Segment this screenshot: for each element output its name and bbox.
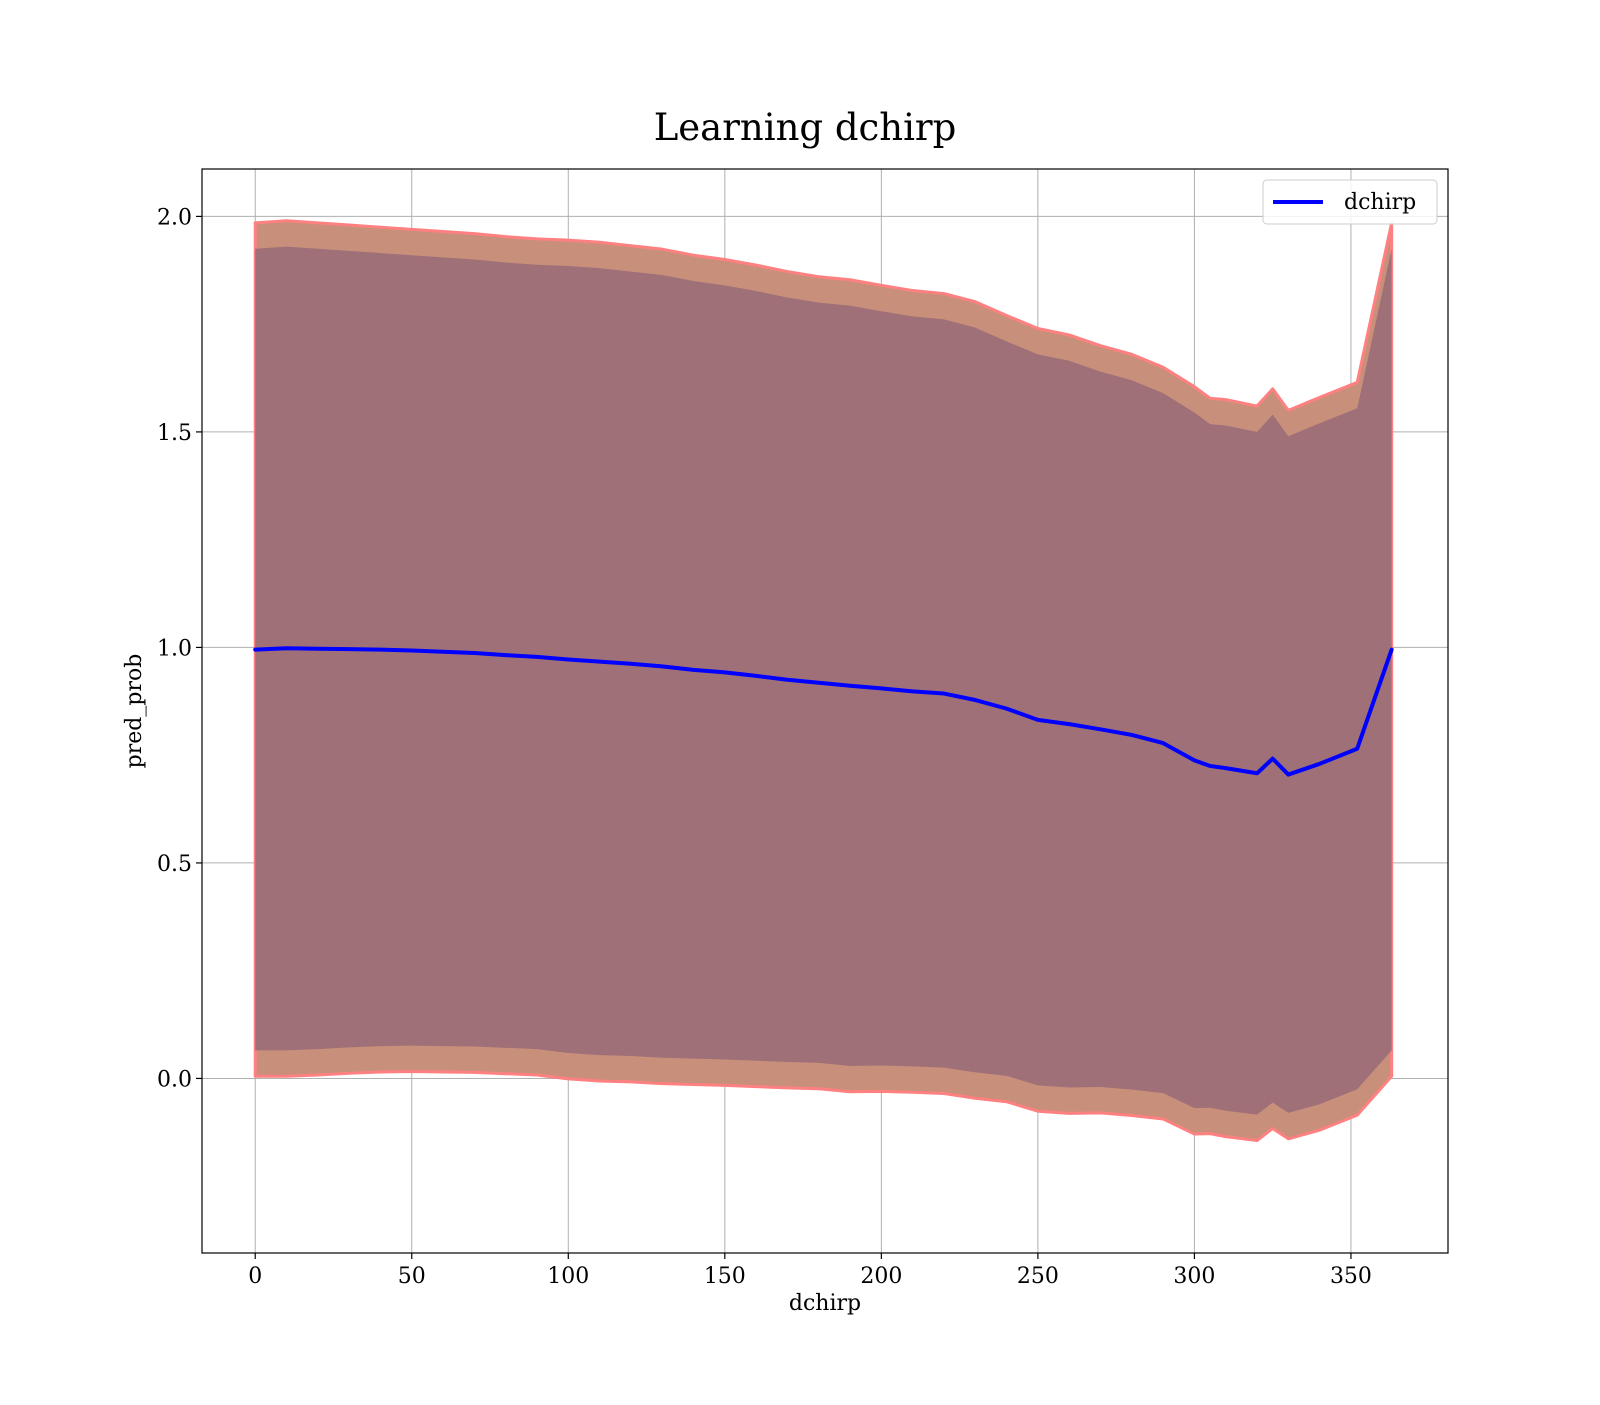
y-tick-label: 0.0 — [157, 1067, 192, 1092]
series-line-dchirp — [253, 646, 1394, 777]
x-tick-label: 0 — [248, 1264, 262, 1289]
plot-frame — [201, 168, 1449, 1254]
y-tick-label: 0.5 — [157, 852, 192, 877]
legend: dchirp — [1262, 179, 1438, 225]
x-tick-label: 200 — [860, 1264, 902, 1289]
y-tick-label: 2.0 — [157, 205, 192, 230]
x-tick-label: 50 — [398, 1264, 426, 1289]
bands — [253, 219, 1394, 1143]
x-tick-label: 350 — [1330, 1264, 1372, 1289]
x-axis-label: dchirp — [789, 1291, 861, 1316]
legend-box — [1262, 179, 1438, 225]
chart-title: Learning dchirp — [654, 106, 957, 149]
y-tick-label: 1.0 — [157, 636, 192, 661]
series-lines — [253, 646, 1394, 777]
y-axis-label: pred_prob — [122, 654, 147, 769]
ticks: 0 50 100 150 200 250 300 350 0.0 0.5 1.0 1.5 2.0 — [157, 205, 1372, 1289]
x-tick-label: 100 — [547, 1264, 589, 1289]
legend-label: dchirp — [1344, 190, 1416, 215]
x-tick-label: 250 — [1017, 1264, 1059, 1289]
y-tick-label: 1.5 — [157, 421, 192, 446]
x-tick-label: 300 — [1173, 1264, 1215, 1289]
inner-band — [255, 246, 1392, 1115]
x-tick-label: 150 — [704, 1264, 746, 1289]
